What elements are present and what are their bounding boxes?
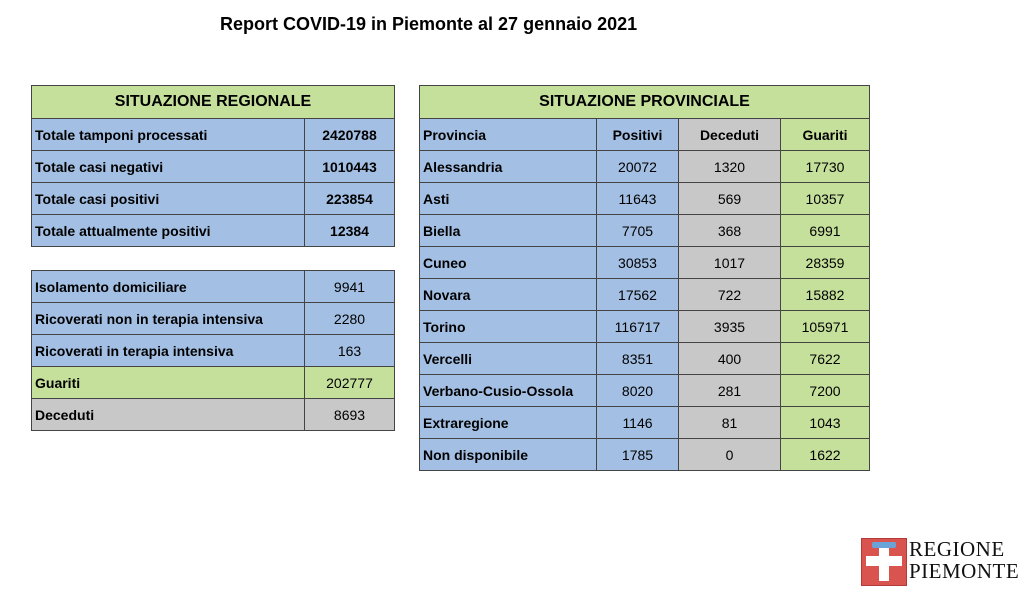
- provincial-table: SITUAZIONE PROVINCIALE Provincia Positiv…: [419, 85, 870, 471]
- column-header-provincia: Provincia: [419, 118, 597, 151]
- province-name: Asti: [419, 182, 597, 215]
- province-name: Non disponibile: [419, 438, 597, 471]
- province-deceduti: 1017: [678, 246, 781, 279]
- detail-row-value: 163: [304, 334, 395, 367]
- piemonte-cross-icon: [861, 538, 907, 586]
- regional-row-value: 223854: [304, 182, 395, 215]
- province-name: Biella: [419, 214, 597, 247]
- province-name: Torino: [419, 310, 597, 343]
- column-header-guariti: Guariti: [780, 118, 870, 151]
- province-guariti: 1043: [780, 406, 870, 439]
- regional-header: SITUAZIONE REGIONALE: [31, 85, 395, 119]
- table-row: Biella 7705 368 6991: [419, 214, 870, 247]
- province-name: Verbano-Cusio-Ossola: [419, 374, 597, 407]
- province-deceduti: 281: [678, 374, 781, 407]
- detail-row-value: 9941: [304, 270, 395, 303]
- regional-row-value: 12384: [304, 214, 395, 247]
- province-guariti: 10357: [780, 182, 870, 215]
- table-row: Cuneo 30853 1017 28359: [419, 246, 870, 279]
- table-row: Non disponibile 1785 0 1622: [419, 438, 870, 471]
- province-positivi: 7705: [596, 214, 679, 247]
- provincial-rows: Alessandria 20072 1320 17730 Asti 11643 569 103…: [419, 150, 870, 471]
- province-positivi: 1146: [596, 406, 679, 439]
- province-deceduti: 368: [678, 214, 781, 247]
- detail-row-value: 8693: [304, 398, 395, 431]
- province-deceduti: 1320: [678, 150, 781, 183]
- province-guariti: 105971: [780, 310, 870, 343]
- province-positivi: 20072: [596, 150, 679, 183]
- table-row: Vercelli 8351 400 7622: [419, 342, 870, 375]
- column-header-deceduti: Deceduti: [678, 118, 781, 151]
- detail-row-value: 2280: [304, 302, 395, 335]
- regional-row-label: Totale casi negativi: [31, 150, 305, 183]
- province-guariti: 7622: [780, 342, 870, 375]
- table-row: Torino 116717 3935 105971: [419, 310, 870, 343]
- province-guariti: 15882: [780, 278, 870, 311]
- province-deceduti: 3935: [678, 310, 781, 343]
- table-row: Novara 17562 722 15882: [419, 278, 870, 311]
- detail-row-label: Ricoverati in terapia intensiva: [31, 334, 305, 367]
- province-name: Alessandria: [419, 150, 597, 183]
- regional-summary-table: SITUAZIONE REGIONALE Totale tamponi proc…: [31, 85, 395, 247]
- table-row: Extraregione 1146 81 1043: [419, 406, 870, 439]
- province-deceduti: 569: [678, 182, 781, 215]
- province-deceduti: 0: [678, 438, 781, 471]
- province-positivi: 11643: [596, 182, 679, 215]
- province-name: Novara: [419, 278, 597, 311]
- table-row: Asti 11643 569 10357: [419, 182, 870, 215]
- column-header-positivi: Positivi: [596, 118, 679, 151]
- detail-row-label: Deceduti: [31, 398, 305, 431]
- regional-row-value: 2420788: [304, 118, 395, 151]
- province-positivi: 8351: [596, 342, 679, 375]
- province-guariti: 28359: [780, 246, 870, 279]
- detail-row-label: Guariti: [31, 366, 305, 399]
- province-deceduti: 81: [678, 406, 781, 439]
- province-name: Vercelli: [419, 342, 597, 375]
- province-guariti: 17730: [780, 150, 870, 183]
- regional-row-label: Totale tamponi processati: [31, 118, 305, 151]
- province-guariti: 1622: [780, 438, 870, 471]
- detail-row-label: Isolamento domiciliare: [31, 270, 305, 303]
- logo-text: REGIONE PIEMONTE: [909, 538, 1019, 582]
- province-deceduti: 722: [678, 278, 781, 311]
- provincial-header: SITUAZIONE PROVINCIALE: [419, 85, 870, 119]
- regional-row-label: Totale casi positivi: [31, 182, 305, 215]
- logo-line-1: REGIONE: [909, 537, 1005, 561]
- logo-line-2: PIEMONTE: [909, 559, 1020, 583]
- province-guariti: 6991: [780, 214, 870, 247]
- province-positivi: 30853: [596, 246, 679, 279]
- province-positivi: 8020: [596, 374, 679, 407]
- regione-piemonte-logo: REGIONE PIEMONTE: [861, 538, 1019, 586]
- province-deceduti: 400: [678, 342, 781, 375]
- province-positivi: 1785: [596, 438, 679, 471]
- detail-row-label: Ricoverati non in terapia intensiva: [31, 302, 305, 335]
- regional-row-value: 1010443: [304, 150, 395, 183]
- province-name: Cuneo: [419, 246, 597, 279]
- detail-row-value: 202777: [304, 366, 395, 399]
- regional-detail-table: Isolamento domiciliare 9941 Ricoverati n…: [31, 270, 395, 431]
- province-positivi: 116717: [596, 310, 679, 343]
- regional-row-label: Totale attualmente positivi: [31, 214, 305, 247]
- province-positivi: 17562: [596, 278, 679, 311]
- province-name: Extraregione: [419, 406, 597, 439]
- table-row: Verbano-Cusio-Ossola 8020 281 7200: [419, 374, 870, 407]
- report-title: Report COVID-19 in Piemonte al 27 gennai…: [220, 14, 638, 34]
- table-row: Alessandria 20072 1320 17730: [419, 150, 870, 183]
- province-guariti: 7200: [780, 374, 870, 407]
